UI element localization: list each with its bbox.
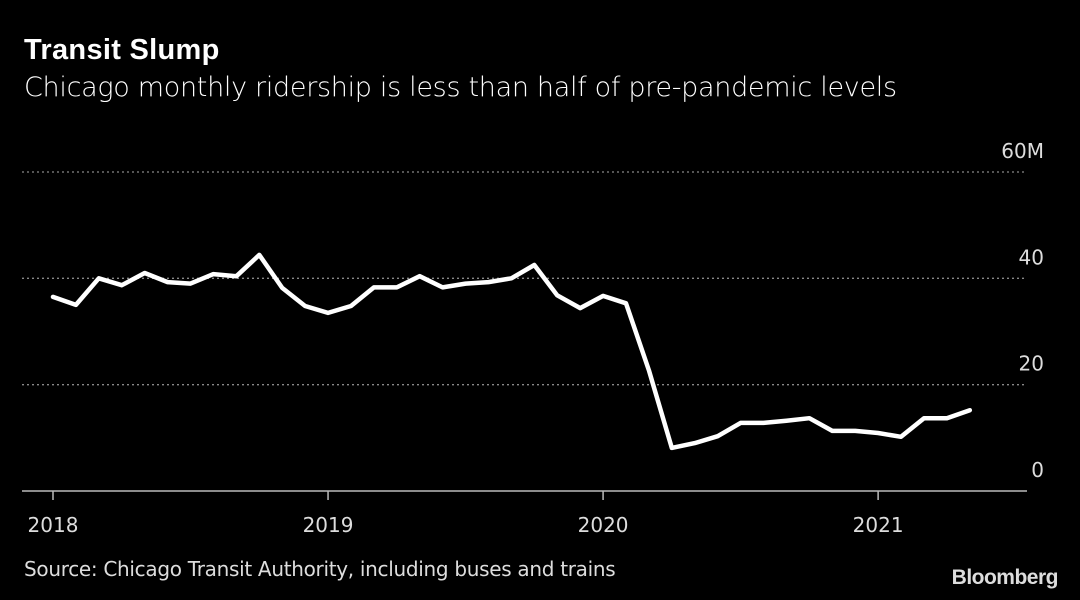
series-line-ridership xyxy=(50,252,973,451)
x-tick-label: 2019 xyxy=(303,513,354,537)
chart-title: Transit Slump xyxy=(24,34,220,66)
x-tick-label: 2018 xyxy=(28,513,79,537)
y-tick-label: 60M xyxy=(1001,139,1044,163)
x-tick-label: 2020 xyxy=(578,513,629,537)
bloomberg-logo: Bloomberg xyxy=(951,566,1059,589)
source-note: Source: Chicago Transit Authority, inclu… xyxy=(24,557,616,581)
chart-subtitle: Chicago monthly ridership is less than h… xyxy=(24,72,897,103)
y-tick-label: 20 xyxy=(1019,352,1044,376)
x-tick-label: 2021 xyxy=(853,513,904,537)
y-tick-label: 0 xyxy=(1031,458,1044,482)
y-tick-label: 40 xyxy=(1019,245,1044,269)
